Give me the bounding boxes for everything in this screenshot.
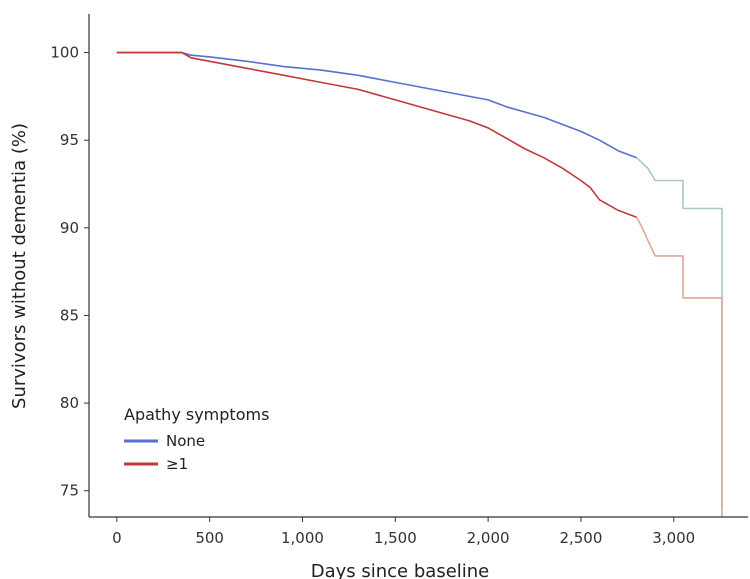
legend-label-ge1: ≥1 bbox=[166, 455, 188, 473]
y-axis-title: Survivors without dementia (%) bbox=[9, 123, 30, 409]
y-tick-label: 100 bbox=[50, 44, 79, 62]
x-tick-label: 0 bbox=[112, 529, 122, 547]
series-tail-1 bbox=[637, 217, 722, 517]
legend-title: Apathy symptoms bbox=[124, 405, 269, 424]
legend-label-none: None bbox=[166, 432, 205, 450]
plot-lines bbox=[117, 53, 722, 517]
x-tick-label: 500 bbox=[195, 529, 224, 547]
y-tick-label: 90 bbox=[60, 219, 79, 237]
legend: Apathy symptoms None ≥1 bbox=[124, 405, 269, 473]
x-ticks: 0 500 1,000 1,500 2,000 2,500 3,000 bbox=[112, 517, 695, 547]
y-tick-label: 85 bbox=[60, 306, 79, 324]
y-tick-label: 80 bbox=[60, 394, 79, 412]
x-tick-label: 2,500 bbox=[559, 529, 602, 547]
y-tick-label: 95 bbox=[60, 131, 79, 149]
x-tick-label: 3,000 bbox=[652, 529, 695, 547]
x-axis-title: Days since baseline bbox=[311, 561, 490, 579]
series-tail-0 bbox=[637, 158, 722, 509]
series-line-0 bbox=[117, 53, 637, 158]
x-tick-label: 2,000 bbox=[467, 529, 510, 547]
series-line-1 bbox=[117, 53, 637, 218]
y-ticks: 75 80 85 90 95 100 bbox=[50, 44, 89, 500]
y-tick-label: 75 bbox=[60, 482, 79, 500]
x-tick-label: 1,500 bbox=[374, 529, 417, 547]
x-tick-label: 1,000 bbox=[281, 529, 324, 547]
